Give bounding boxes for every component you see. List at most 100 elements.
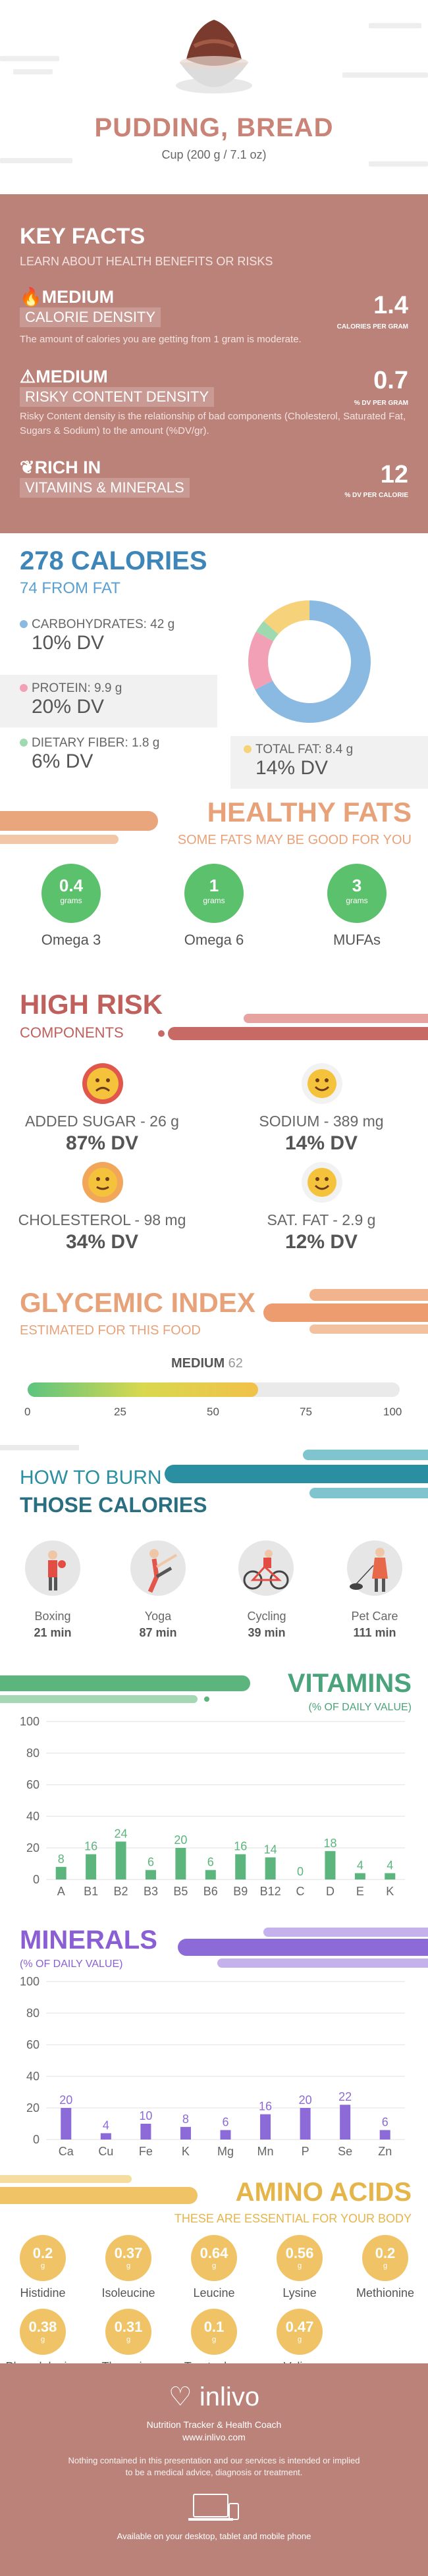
bar-B9 [235, 1854, 246, 1879]
x-tick-label: B1 [84, 1885, 98, 1898]
x-tick-label: Mg [217, 2145, 234, 2158]
bar-B1 [86, 1854, 97, 1879]
footer-url[interactable]: www.inlivo.com [182, 2432, 246, 2442]
footer: ♡ inlivo Nutrition Tracker & Health Coac… [0, 2363, 428, 2576]
fact-level: MEDIUM [41, 287, 115, 307]
gi-tick: 50 [207, 1406, 219, 1418]
y-tick-label: 80 [26, 1747, 40, 1760]
key-facts-subtitle: LEARN ABOUT HEALTH BENEFITS OR RISKS [20, 255, 273, 268]
activity-name: Boxing [34, 1610, 71, 1623]
amino-value: 0.2 [375, 2245, 396, 2261]
omega6-unit: grams [203, 896, 225, 905]
fact-risky-content: ⚠MEDIUM RISKY CONTENT DENSITY [20, 367, 296, 407]
burn-title: HOW TO BURN [20, 1467, 162, 1488]
amino-value: 0.56 [285, 2245, 314, 2261]
glycemic-value: 62 [228, 1356, 243, 1371]
x-tick-label: B12 [260, 1885, 281, 1898]
glycemic-level-row: MEDIUM 62 [171, 1356, 243, 1371]
x-tick-label: B9 [233, 1885, 248, 1898]
protein-row: PROTEIN: 9.9 g 20% DV [0, 675, 217, 727]
devices-icon [188, 2494, 239, 2521]
activity-minutes: 111 min [353, 1626, 396, 1639]
bar-value-label: 20 [174, 1833, 187, 1847]
gi-tick: 75 [300, 1406, 312, 1418]
bar-Zn [379, 2130, 390, 2140]
bar-value-label: 6 [222, 2116, 228, 2129]
mufa-circle: 3 grams [327, 864, 387, 923]
amino-unit: g [297, 2336, 302, 2344]
calories-from-fat: 74 FROM FAT [20, 579, 120, 597]
gi-tick: 25 [114, 1406, 126, 1418]
decor-bar [165, 1465, 428, 1483]
warning-icon: ⚠ [20, 367, 36, 386]
omega3-value: 0.4 [59, 876, 84, 895]
x-tick-label: K [182, 2145, 190, 2158]
glycemic-level: MEDIUM [171, 1356, 225, 1371]
calorie-donut-chart [248, 600, 371, 723]
bar-value-label: 8 [182, 2113, 189, 2126]
decor-bar [309, 1325, 428, 1334]
amino-value: 0.38 [28, 2319, 57, 2335]
decor-bar [168, 1027, 428, 1040]
amino-circle: 0.56 g [277, 2235, 323, 2281]
x-tick-label: Cu [98, 2145, 113, 2158]
activity-minutes: 39 min [248, 1626, 286, 1639]
donut-slice-fat [263, 600, 310, 635]
bar-E [354, 1873, 365, 1879]
footer-brand: inlivo [199, 2382, 260, 2411]
bar-Se [340, 2105, 351, 2140]
amino-circle: 0.1 g [191, 2309, 237, 2355]
header: PUDDING, BREAD Cup (200 g / 7.1 oz) [0, 0, 428, 188]
bar-B12 [265, 1857, 276, 1879]
amino-value: 0.64 [200, 2245, 228, 2261]
amino-name: Isoleucine [101, 2286, 155, 2300]
bar-Ca [61, 2108, 72, 2140]
bar-value-label: 16 [259, 2100, 272, 2113]
gi-tick: 100 [383, 1406, 402, 1418]
y-tick-label: 0 [33, 2133, 40, 2146]
amino-grid: 0.2 g Histidine 0.37 g Isoleucine 0.64 g Leucine… [0, 2235, 428, 2373]
y-tick-label: 20 [26, 2101, 40, 2115]
omega6-circle: 1 grams [184, 864, 244, 923]
glycemic-section: GLYCEMIC INDEX ESTIMATED FOR THIS FOOD M… [0, 1284, 428, 1418]
key-facts-section: KEY FACTS LEARN ABOUT HEALTH BENEFITS OR… [0, 194, 428, 533]
fact-value: 1.4 [373, 292, 408, 319]
x-tick-label: K [386, 1885, 394, 1898]
bar-B2 [115, 1841, 126, 1879]
gi-tick: 0 [24, 1406, 31, 1418]
amino-circle: 0.47 g [277, 2309, 323, 2355]
vitamins-subtitle: (% OF DAILY VALUE) [308, 1702, 412, 1713]
bar-value-label: 18 [323, 1837, 336, 1850]
bar-value-label: 4 [357, 1858, 363, 1872]
amino-name: Histidine [20, 2286, 66, 2300]
mufa-value: 3 [352, 876, 362, 895]
bar-value-label: 6 [382, 2116, 388, 2129]
x-tick-label: Fe [139, 2145, 153, 2158]
minerals-section: MINERALS (% OF DAILY VALUE) 0 20 40 60 80 100… [0, 1922, 428, 2179]
risk-label: SAT. FAT - 2.9 g [267, 1211, 376, 1228]
omega3-unit: grams [60, 896, 82, 905]
decor-bar [217, 1958, 428, 1968]
fact-tag: VITAMINS & MINERALS [20, 478, 190, 498]
high-risk-title: HIGH RISK [20, 989, 163, 1020]
omega6-value: 1 [209, 876, 219, 895]
healthy-fats-section: HEALTHY FATS SOME FATS MAY BE GOOD FOR Y… [0, 797, 428, 974]
y-tick-label: 60 [26, 1778, 40, 1791]
happy-face-icon [302, 1063, 342, 1104]
key-facts-title: KEY FACTS [20, 224, 146, 249]
amino-circle: 0.38 g [20, 2309, 66, 2355]
donut-slice-carbs [255, 600, 371, 723]
activity-name: Cycling [247, 1610, 286, 1623]
fact-level: MEDIUM [36, 367, 108, 386]
serving-size: Cup (200 g / 7.1 oz) [161, 148, 267, 161]
fiber-row: DIETARY FIBER: 1.8 g 6% DV [0, 736, 217, 789]
carbs-dv: 10% DV [32, 632, 105, 654]
x-tick-label: P [302, 2145, 309, 2158]
decor-bar [0, 2175, 132, 2183]
leaf-icon: ❦ [20, 458, 35, 477]
footer-tagline: Nutrition Tracker & Health Coach [146, 2419, 282, 2430]
mufa-unit: grams [346, 896, 368, 905]
bar-value-label: 16 [234, 1840, 247, 1853]
y-tick-label: 0 [33, 1873, 40, 1886]
fiber-label: DIETARY FIBER: 1.8 g [32, 736, 160, 750]
